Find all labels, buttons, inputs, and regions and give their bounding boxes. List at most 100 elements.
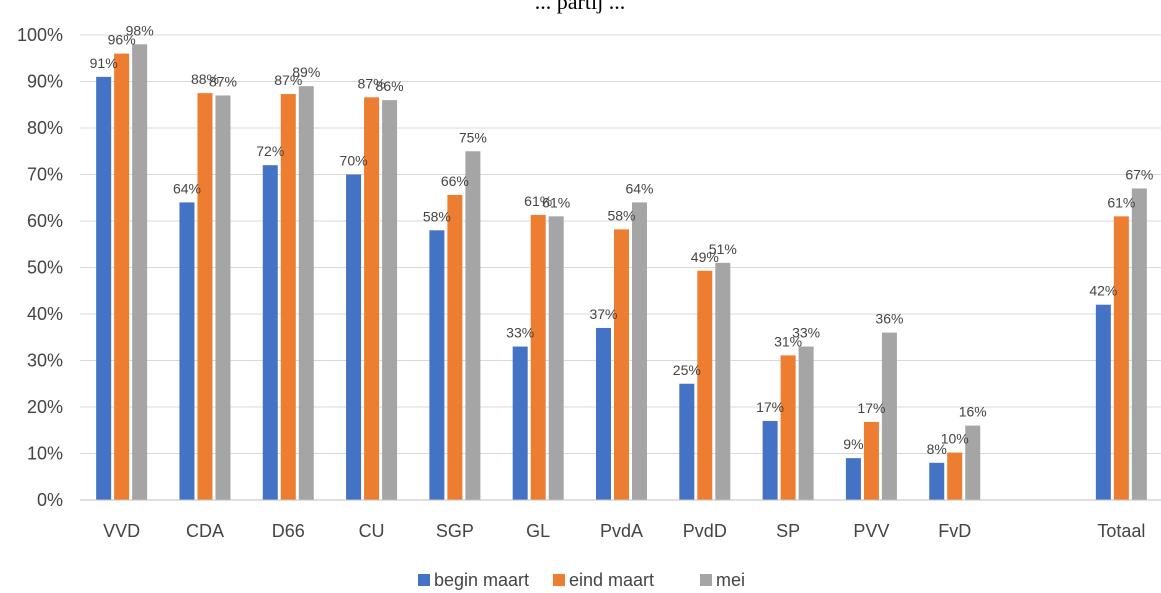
y-tick-label: 100% xyxy=(17,25,63,45)
bar xyxy=(947,452,963,500)
x-tick-label: SGP xyxy=(436,521,474,541)
bar xyxy=(596,327,611,500)
bar xyxy=(881,332,897,500)
legend-label: eind maart xyxy=(569,570,654,590)
bar xyxy=(632,202,647,500)
bar xyxy=(382,100,398,500)
bar xyxy=(262,165,278,500)
bar xyxy=(679,383,695,500)
x-tick-label: PvdD xyxy=(683,521,727,541)
x-axis: VVD CDA D66 CU SGP GL PvdA PvdD SP PVV FvD Totaal xyxy=(80,499,1161,541)
bar xyxy=(364,97,380,500)
bar xyxy=(762,420,778,500)
data-label: 25% xyxy=(673,362,701,378)
y-tick-label: 0% xyxy=(37,490,63,510)
bar xyxy=(1113,216,1129,500)
data-label: 58% xyxy=(607,207,635,223)
x-tick-label: CDA xyxy=(186,521,224,541)
bar xyxy=(447,194,463,500)
bars xyxy=(96,44,1147,501)
y-tick-label: 10% xyxy=(27,444,63,464)
y-tick-label: 80% xyxy=(27,118,63,138)
data-label: 66% xyxy=(441,173,469,189)
x-tick-label: D66 xyxy=(272,521,305,541)
data-label: 89% xyxy=(292,64,320,80)
data-label: 64% xyxy=(625,180,653,196)
y-tick-label: 70% xyxy=(27,165,63,185)
bar xyxy=(465,151,481,500)
data-label: 87% xyxy=(358,75,386,91)
y-tick-label: 40% xyxy=(27,304,63,324)
data-label: 87% xyxy=(274,72,302,88)
data-label: 61% xyxy=(524,193,552,209)
bar xyxy=(215,95,231,500)
bar xyxy=(798,346,814,500)
legend: begin maart eind maart mei xyxy=(418,570,745,590)
bar xyxy=(715,262,731,500)
data-label: 49% xyxy=(691,249,719,265)
data-label: 88% xyxy=(191,71,219,87)
x-tick-label: PvdA xyxy=(600,521,643,541)
x-tick-label: SP xyxy=(776,521,800,541)
chart-title: ... partij ... xyxy=(535,0,625,14)
legend-swatch xyxy=(700,574,712,586)
data-label: 33% xyxy=(792,325,820,341)
x-tick-label: PVV xyxy=(853,521,889,541)
x-tick-label: Totaal xyxy=(1097,521,1145,541)
data-label: 33% xyxy=(506,325,534,341)
data-label: 61% xyxy=(542,194,570,210)
data-label: 37% xyxy=(589,306,617,322)
x-tick-label: CU xyxy=(359,521,385,541)
data-label: 87% xyxy=(209,73,237,89)
bar xyxy=(197,93,213,500)
data-label: 72% xyxy=(256,143,284,159)
bar xyxy=(96,76,112,500)
bar xyxy=(114,53,130,500)
bar xyxy=(530,214,546,500)
legend-swatch xyxy=(553,574,565,586)
bar xyxy=(845,458,861,500)
y-axis: 0% 10% 20% 30% 40% 50% 60% 70% 80% 90% 100% xyxy=(17,25,63,510)
x-tick-label: FvD xyxy=(938,521,971,541)
y-tick-label: 90% xyxy=(27,72,63,92)
data-label: 86% xyxy=(376,78,404,94)
y-tick-label: 50% xyxy=(27,258,63,278)
data-label: 9% xyxy=(843,436,863,452)
bar xyxy=(512,346,528,500)
data-label: 70% xyxy=(340,153,368,169)
data-label: 58% xyxy=(423,208,451,224)
data-label: 51% xyxy=(709,241,737,257)
data-label: 91% xyxy=(90,55,118,71)
data-label: 67% xyxy=(1125,166,1153,182)
x-tick-label: GL xyxy=(526,521,550,541)
data-label: 10% xyxy=(941,431,969,447)
data-label: 64% xyxy=(173,180,201,196)
data-label: 16% xyxy=(959,404,987,420)
y-tick-label: 20% xyxy=(27,397,63,417)
bar xyxy=(179,202,195,500)
x-tick-label: VVD xyxy=(103,521,140,541)
bar xyxy=(929,462,945,500)
bar xyxy=(280,94,296,501)
bar xyxy=(346,174,362,500)
data-label: 96% xyxy=(108,32,136,48)
bar xyxy=(429,230,445,501)
data-label: 8% xyxy=(927,441,947,457)
y-tick-label: 60% xyxy=(27,211,63,231)
legend-label: mei xyxy=(716,570,745,590)
y-tick-label: 30% xyxy=(27,351,63,371)
bar xyxy=(548,216,564,500)
bar xyxy=(863,421,879,500)
data-label: 17% xyxy=(857,400,885,416)
data-label: 31% xyxy=(774,333,802,349)
data-label: 17% xyxy=(756,399,784,415)
bar xyxy=(697,270,713,500)
data-label: 75% xyxy=(459,129,487,145)
legend-swatch xyxy=(418,574,430,586)
bar xyxy=(1131,188,1147,500)
data-labels: 91%96%98%64%88%87%72%87%89%70%87%86%58%6… xyxy=(90,22,1154,457)
data-label: 36% xyxy=(875,311,903,327)
bar xyxy=(298,86,314,501)
bar xyxy=(965,425,981,500)
